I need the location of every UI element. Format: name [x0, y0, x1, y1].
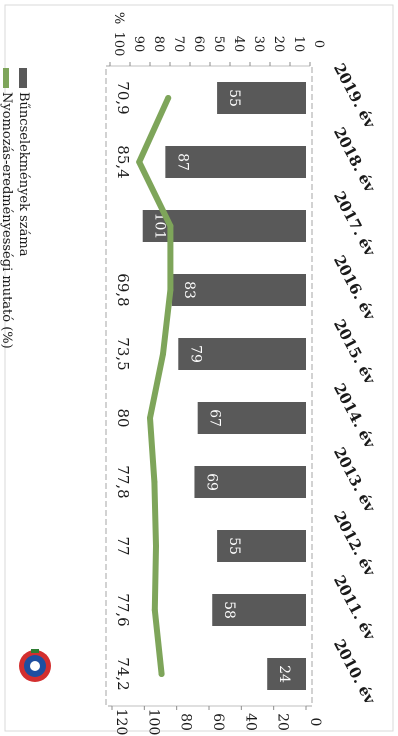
right-axis-unit: % [111, 12, 126, 24]
right-axis-tick-label: 60 [191, 36, 206, 53]
left-axis-tick-label: 100 [145, 709, 161, 736]
right-axis-tick-label: 40 [231, 36, 246, 53]
bar [212, 594, 306, 626]
legend-swatch-bar [19, 68, 27, 88]
line-layer [136, 95, 174, 677]
line-point [167, 287, 174, 293]
logo-icon [19, 649, 51, 682]
left-axis-tick-label: 60 [210, 713, 226, 731]
legend-item-line: Nyomozás-eredményességi mutató (%) [0, 68, 14, 349]
bar [217, 530, 306, 562]
bar-value-label: 55 [226, 89, 242, 107]
left-axis-tick-label: 20 [275, 713, 291, 731]
line-point [151, 607, 158, 613]
bar [197, 402, 306, 434]
line-data-label: 80 [114, 408, 132, 427]
right-axis-tick-label: 100 [111, 32, 126, 57]
right-axis-tick-label: 0 [311, 40, 326, 48]
bar [217, 82, 306, 114]
line-data-label: 73,5 [114, 337, 132, 370]
line-series-path [136, 95, 174, 677]
line-data-label: 69,8 [114, 273, 132, 306]
line-point [153, 543, 159, 549]
logo-core [30, 661, 40, 671]
bar-value-label: 101 [152, 213, 168, 240]
left-axis-tick-label: 120 [113, 709, 129, 736]
left-axis: 0 20 40 60 80 100 120 [111, 705, 323, 736]
bar-value-label: 67 [207, 409, 223, 427]
paper-border [4, 4, 394, 732]
legend-item-bar: Bűncselekmények száma [16, 68, 31, 257]
line-point [160, 351, 166, 357]
line-label-layer: 74,2 77,6 77 77,8 80 73,5 69,8 85,4 70,9 [114, 81, 132, 690]
line-data-label: 85,4 [114, 145, 132, 178]
line-point [158, 671, 165, 677]
line-point [151, 479, 158, 485]
bar-value-label: 69 [203, 473, 219, 491]
bar-value-label: 87 [174, 153, 190, 171]
line-data-label: 74,2 [114, 657, 132, 690]
legend-swatch-line [3, 68, 9, 88]
bar [171, 274, 306, 306]
line-data-label: 77,8 [114, 465, 132, 498]
logo-green-bar [31, 649, 39, 653]
line-point [136, 159, 143, 165]
bar [178, 338, 306, 370]
bar [194, 466, 306, 498]
bar-value-label: 24 [276, 665, 292, 683]
right-axis-tick-label: 70 [171, 36, 186, 53]
right-axis: 0 10 20 30 40 50 60 70 80 90 100% [109, 12, 326, 67]
line-data-label: 77,6 [114, 593, 132, 626]
right-axis-tick-label: 20 [271, 36, 286, 53]
line-data-label: 77 [114, 536, 132, 555]
right-axis-tick-label: 50 [211, 36, 226, 53]
left-axis-tick-label: 40 [242, 713, 258, 731]
bar [165, 146, 306, 178]
legend: Bűncselekmények száma Nyomozás-eredménye… [0, 68, 31, 349]
right-axis-tick-label: 90 [131, 36, 146, 53]
bar-value-label: 55 [226, 537, 242, 555]
line-point [165, 95, 172, 101]
line-point [147, 415, 153, 421]
right-axis-tick-label: 10 [291, 36, 306, 53]
bar-value-label: 79 [187, 345, 203, 363]
legend-label-bar: Bűncselekmények száma [16, 92, 31, 257]
bar [267, 658, 306, 690]
line-point [167, 223, 174, 229]
bars-layer: 24 58 55 69 67 79 83 101 87 55 [142, 82, 306, 690]
line-data-label: 70,9 [114, 81, 132, 114]
right-axis-tick-label: 80 [151, 36, 166, 53]
right-axis-tick-label: 30 [251, 36, 266, 53]
left-axis-tick-label: 0 [307, 718, 323, 727]
bar-value-label: 58 [221, 601, 237, 619]
legend-label-line: Nyomozás-eredményességi mutató (%) [0, 92, 14, 349]
bar-value-label: 83 [181, 281, 197, 299]
left-axis-tick-label: 80 [178, 713, 194, 731]
